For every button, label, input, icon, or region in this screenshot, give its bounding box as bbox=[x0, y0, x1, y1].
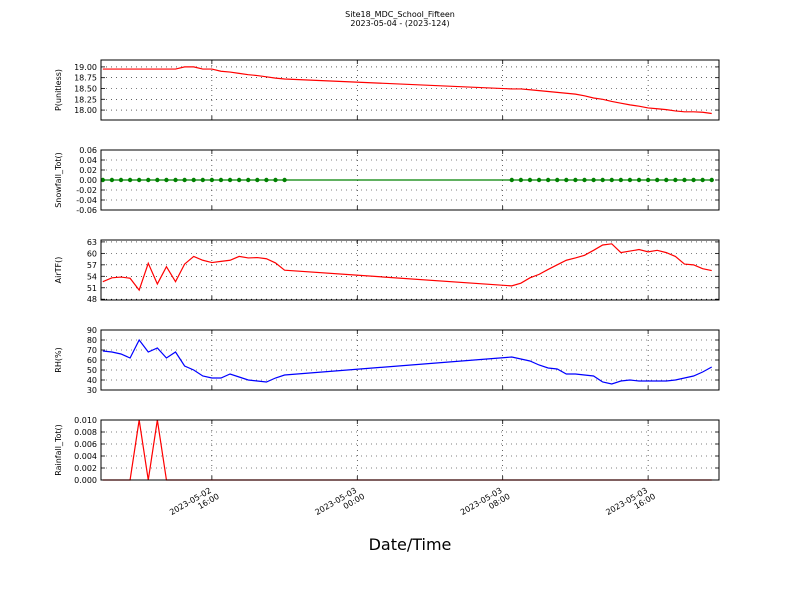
y-tick-label: 54 bbox=[87, 272, 97, 281]
data-point bbox=[627, 177, 633, 183]
data-point bbox=[591, 177, 596, 183]
data-point bbox=[227, 177, 233, 183]
y-tick-label: 60 bbox=[87, 356, 97, 365]
y-tick-label: 63 bbox=[87, 238, 97, 247]
data-point bbox=[600, 177, 605, 183]
data-point bbox=[527, 177, 533, 183]
y-tick-label: 0.04 bbox=[79, 156, 97, 165]
y-tick-label: -0.04 bbox=[76, 196, 97, 205]
data-point bbox=[545, 177, 551, 183]
y-tick-label: 0.00 bbox=[79, 176, 97, 185]
y-tick-label: 48 bbox=[87, 295, 97, 304]
y-tick-label: -0.06 bbox=[76, 206, 97, 215]
data-point bbox=[191, 177, 196, 183]
data-point bbox=[146, 177, 151, 183]
y-tick-label: 18.25 bbox=[74, 95, 97, 104]
plot-frame bbox=[100, 239, 720, 301]
y-tick-label: 0.002 bbox=[74, 464, 97, 473]
y-tick-label: 80 bbox=[87, 336, 97, 345]
data-point bbox=[609, 177, 614, 183]
data-point bbox=[173, 177, 178, 183]
data-point bbox=[582, 177, 587, 183]
data-point bbox=[246, 177, 251, 183]
data-point bbox=[255, 177, 260, 183]
data-point bbox=[282, 177, 287, 183]
y-tick-label: 50 bbox=[87, 366, 97, 375]
data-point bbox=[218, 177, 224, 183]
data-point bbox=[118, 177, 124, 183]
y-axis-label: RH(%) bbox=[54, 347, 63, 372]
y-tick-label: 18.75 bbox=[74, 74, 97, 83]
data-point bbox=[555, 177, 560, 183]
data-point bbox=[682, 177, 687, 183]
data-point bbox=[518, 177, 524, 183]
data-line bbox=[102, 66, 712, 115]
data-point bbox=[645, 177, 651, 183]
y-tick-label: 40 bbox=[87, 376, 97, 385]
data-point bbox=[136, 177, 142, 183]
data-point bbox=[273, 177, 278, 183]
data-point bbox=[209, 177, 215, 183]
data-point bbox=[164, 177, 169, 183]
chart-subtitle: 2023-05-04 - (2023-124) bbox=[350, 19, 449, 28]
data-point bbox=[155, 177, 160, 183]
data-point bbox=[564, 177, 569, 183]
data-point bbox=[127, 177, 133, 183]
data-point bbox=[636, 177, 642, 183]
y-axis-label: AirTF() bbox=[54, 257, 63, 284]
chart-title: Site18_MDC_School_Fifteen bbox=[345, 10, 455, 19]
plot-frame bbox=[100, 149, 720, 211]
y-tick-label: 90 bbox=[87, 326, 97, 335]
y-axis-label: P(unitless) bbox=[54, 69, 63, 111]
plot-frame bbox=[100, 329, 720, 391]
data-point bbox=[673, 177, 678, 183]
y-tick-label: 0.06 bbox=[79, 146, 97, 155]
data-point bbox=[573, 177, 578, 183]
data-point bbox=[100, 177, 106, 183]
data-point bbox=[536, 177, 542, 183]
y-tick-label: 0.004 bbox=[74, 452, 97, 461]
y-tick-label: 51 bbox=[87, 284, 97, 293]
data-point bbox=[664, 177, 669, 183]
data-point bbox=[691, 177, 696, 183]
y-tick-label: 57 bbox=[87, 261, 97, 270]
y-tick-label: 18.50 bbox=[74, 84, 97, 93]
data-line bbox=[102, 338, 713, 385]
y-tick-label: 0.000 bbox=[74, 476, 97, 485]
y-tick-label: 60 bbox=[87, 249, 97, 258]
y-tick-label: 0.008 bbox=[74, 428, 97, 437]
x-axis-label: Date/Time bbox=[369, 535, 452, 554]
data-point bbox=[264, 177, 269, 183]
y-tick-label: 30 bbox=[87, 386, 97, 395]
y-tick-label: 70 bbox=[87, 346, 97, 355]
y-tick-label: -0.02 bbox=[76, 186, 97, 195]
data-point bbox=[709, 177, 714, 183]
data-point bbox=[618, 177, 624, 183]
data-point bbox=[182, 177, 187, 183]
plot-frame bbox=[100, 419, 720, 481]
data-point bbox=[236, 177, 242, 183]
data-point bbox=[509, 177, 514, 183]
y-tick-label: 18.00 bbox=[74, 106, 97, 115]
data-line bbox=[102, 243, 712, 292]
data-point bbox=[700, 177, 705, 183]
y-tick-label: 0.02 bbox=[79, 166, 97, 175]
data-point bbox=[200, 177, 205, 183]
y-axis-label: Snowfall_Tot() bbox=[54, 152, 63, 208]
plot-frame bbox=[100, 59, 720, 121]
y-tick-label: 0.006 bbox=[74, 440, 97, 449]
y-axis-label: Rainfall_Tot() bbox=[54, 424, 63, 476]
y-tick-label: 0.010 bbox=[74, 416, 97, 425]
data-point bbox=[655, 177, 660, 183]
data-point bbox=[109, 177, 115, 183]
y-tick-label: 19.00 bbox=[74, 63, 97, 72]
